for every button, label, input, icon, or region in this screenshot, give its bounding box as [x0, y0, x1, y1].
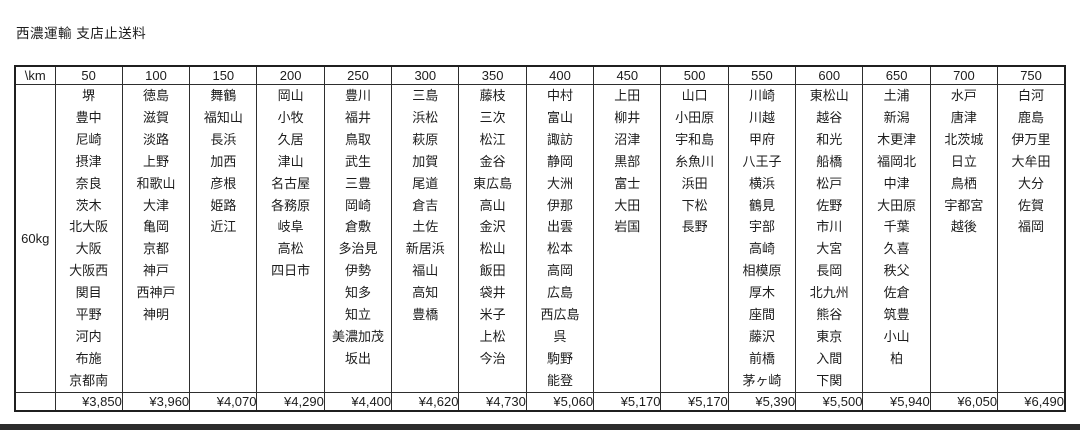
distance-header-750: 750	[997, 65, 1066, 85]
price-250: ¥4,400	[323, 392, 393, 412]
city-list-700: 水戸 唐津 北茨城 日立 鳥栖 宇都宮 越後	[929, 84, 999, 393]
fare-table: \km 50 100 150 200 250 300 350 400 450 5…	[14, 65, 1066, 412]
city-row: 60kg 堺 豊中 尼崎 摂津 奈良 茨木 北大阪 大阪 大阪西 関目 平野 河…	[14, 84, 1066, 393]
price-500: ¥5,170	[660, 392, 729, 412]
city-list-300: 三島 浜松 萩原 加賀 尾道 倉吉 土佐 新居浜 福山 高知 豊橋	[391, 84, 460, 393]
distance-header-200: 200	[256, 65, 325, 85]
distance-header-550: 550	[727, 65, 797, 85]
price-450: ¥5,170	[593, 392, 662, 412]
price-400: ¥5,060	[525, 392, 595, 412]
distance-header-700: 700	[929, 65, 999, 85]
price-700: ¥6,050	[929, 392, 999, 412]
distance-header-500: 500	[660, 65, 729, 85]
distance-header-300: 300	[391, 65, 460, 85]
header-row: \km 50 100 150 200 250 300 350 400 450 5…	[14, 65, 1066, 85]
distance-header-450: 450	[593, 65, 662, 85]
city-list-750: 白河 鹿島 伊万里 大牟田 大分 佐賀 福岡	[997, 84, 1066, 393]
city-list-100: 徳島 滋賀 淡路 上野 和歌山 大津 亀岡 京都 神戸 西神戸 神明	[121, 84, 191, 393]
price-empty-cell	[14, 392, 56, 412]
price-50: ¥3,850	[54, 392, 123, 412]
price-750: ¥6,490	[997, 392, 1066, 412]
price-350: ¥4,730	[458, 392, 527, 412]
distance-header-50: 50	[54, 65, 123, 85]
city-list-400: 中村 富山 諏訪 静岡 大洲 伊那 出雲 松本 高岡 広島 西広島 呉 駒野 能…	[525, 84, 595, 393]
city-list-50: 堺 豊中 尼崎 摂津 奈良 茨木 北大阪 大阪 大阪西 関目 平野 河内 布施 …	[54, 84, 123, 393]
weight-label: 60kg	[14, 84, 56, 393]
distance-header-400: 400	[525, 65, 595, 85]
page-title: 西濃運輸 支店止送料	[16, 26, 147, 41]
distance-header-250: 250	[323, 65, 393, 85]
city-list-650: 土浦 新潟 木更津 福岡北 中津 大田原 千葉 久喜 秩父 佐倉 筑豊 小山 柏	[862, 84, 931, 393]
price-300: ¥4,620	[391, 392, 460, 412]
city-list-350: 藤枝 三次 松江 金谷 東広島 高山 金沢 松山 飯田 袋井 米子 上松 今治	[458, 84, 527, 393]
corner-label-km: \km	[14, 65, 56, 85]
price-650: ¥5,940	[862, 392, 931, 412]
price-row: ¥3,850 ¥3,960 ¥4,070 ¥4,290 ¥4,400 ¥4,62…	[14, 392, 1066, 412]
city-list-550: 川崎 川越 甲府 八王子 横浜 鶴見 宇部 高崎 相模原 厚木 座間 藤沢 前橋…	[727, 84, 797, 393]
price-150: ¥4,070	[189, 392, 258, 412]
city-list-500: 山口 小田原 宇和島 糸魚川 浜田 下松 長野	[660, 84, 729, 393]
distance-header-600: 600	[795, 65, 864, 85]
price-600: ¥5,500	[795, 392, 864, 412]
distance-header-350: 350	[458, 65, 527, 85]
distance-header-100: 100	[121, 65, 191, 85]
price-100: ¥3,960	[121, 392, 191, 412]
city-list-200: 岡山 小牧 久居 津山 名古屋 各務原 岐阜 高松 四日市	[256, 84, 325, 393]
distance-header-150: 150	[189, 65, 258, 85]
price-550: ¥5,390	[727, 392, 797, 412]
city-list-600: 東松山 越谷 和光 船橋 松戸 佐野 市川 大宮 長岡 北九州 熊谷 東京 入間…	[795, 84, 864, 393]
city-list-150: 舞鶴 福知山 長浜 加西 彦根 姫路 近江	[189, 84, 258, 393]
distance-header-650: 650	[862, 65, 931, 85]
city-list-250: 豊川 福井 鳥取 武生 三豊 岡崎 倉敷 多治見 伊勢 知多 知立 美濃加茂 坂…	[323, 84, 393, 393]
city-list-450: 上田 柳井 沼津 黒部 富士 大田 岩国	[593, 84, 662, 393]
price-200: ¥4,290	[256, 392, 325, 412]
bottom-edge-bar	[0, 424, 1080, 430]
